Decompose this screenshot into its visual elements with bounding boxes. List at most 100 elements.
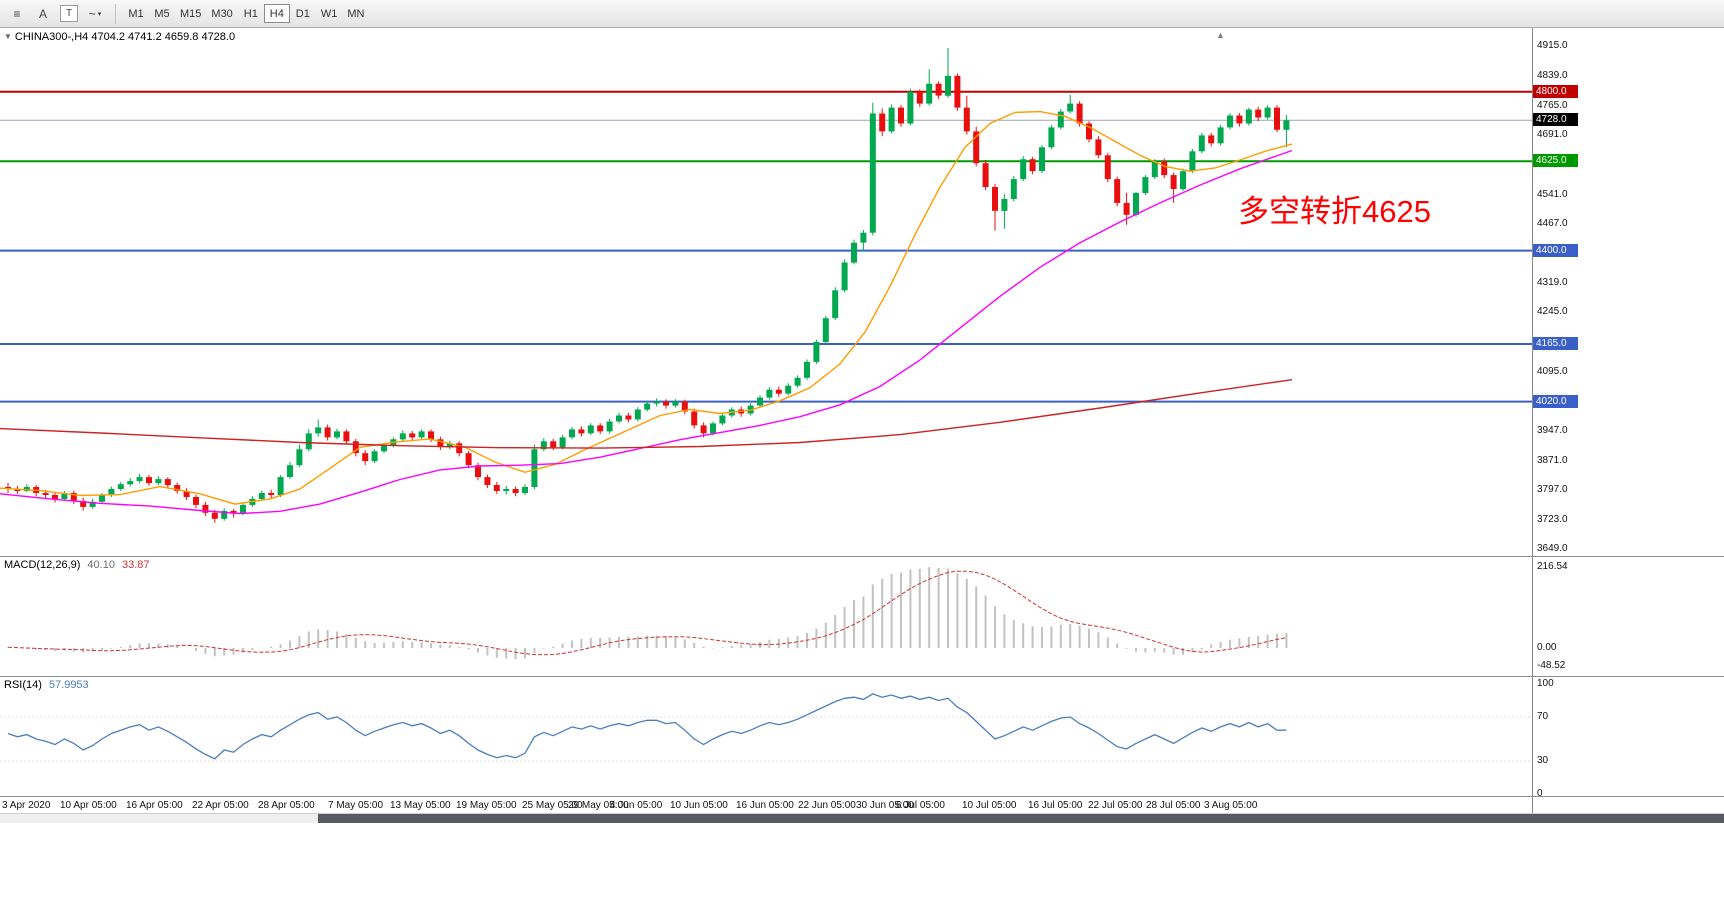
candle [14,489,21,491]
candle [898,107,904,124]
candle [963,107,970,132]
candle [813,342,820,362]
candle [982,163,989,187]
candle [493,485,500,491]
candle [681,401,688,412]
candle [775,389,782,394]
candle [522,487,528,493]
candle [569,429,575,438]
chart-window-icon[interactable]: ≡ [13,6,21,21]
candle [61,493,68,499]
candle [287,465,293,478]
candle [117,484,124,489]
candle [663,401,669,406]
candle [1067,103,1074,112]
time-axis[interactable] [0,797,1532,813]
candle [1245,109,1252,124]
candle [164,479,171,486]
candle [221,510,228,519]
toolbar: ≡ A T ~ ▾ M1 M5 M15 M30 H1 H4 D1 W1 MN [0,0,1724,28]
collapse-icon[interactable]: ▼ [4,32,12,41]
candle [52,495,58,499]
panel-separator-rsi[interactable] [0,676,1724,677]
candle [1095,139,1102,156]
candle [42,493,49,495]
timeframe-M30[interactable]: M30 [211,7,233,20]
candle [183,491,190,497]
timeframe-H4[interactable]: H4 [263,4,290,23]
candle [1161,161,1168,176]
chart-title: ▼ CHINA300-,H4 4704.2 4741.2 4659.8 4728.… [4,31,235,43]
candle [268,493,275,495]
ohlc-values: 4704.2 4741.2 4659.8 4728.0 [91,31,236,43]
candle [1001,199,1008,211]
candle [381,445,387,452]
timeframe-M15[interactable]: M15 [180,7,202,20]
candle [879,113,886,132]
timeframes-group: M1 M5 M15 M30 H1 H4 D1 W1 MN [123,4,369,23]
panel-separator-timeaxis [0,796,1724,797]
macd-label: MACD(12,26,9) 40.10 33.87 [4,559,149,571]
line-studies-button[interactable]: ~ ▾ [88,6,102,21]
candle [211,512,218,519]
candle [1039,147,1045,172]
timeframe-M5[interactable]: M5 [154,7,170,20]
trend-annotation[interactable]: 多空转折4625 [1238,194,1431,229]
candle [277,477,284,495]
candle [399,433,406,440]
candle [710,423,716,434]
ma-mid-line [0,149,1293,515]
candle [1170,175,1177,189]
candle [888,107,895,132]
timeframe-MN[interactable]: MN [347,7,365,20]
candle [324,427,331,438]
candle [954,75,961,108]
candle [352,441,359,454]
timeframe-W1[interactable]: W1 [320,7,338,20]
candle [691,411,698,426]
candle [475,465,481,478]
candle [540,441,547,450]
candle [794,377,801,386]
candle [1104,155,1111,180]
chart-scrollbar[interactable] [0,813,1724,823]
candle [653,401,660,404]
macd-signal-value: 33.87 [121,559,150,571]
candle [446,443,453,448]
candle [672,401,679,406]
timeframe-M1[interactable]: M1 [128,7,144,20]
candle [1076,103,1083,124]
candle [719,415,726,424]
main-chart-canvas[interactable] [0,28,1532,557]
candle [1123,202,1130,215]
candle [992,187,998,211]
candle [428,431,434,440]
candle [559,437,566,448]
candle [296,449,303,466]
candle [531,449,538,487]
candle [362,453,369,462]
macd-panel-canvas[interactable] [0,557,1532,677]
label-tool-button[interactable]: A [38,6,47,21]
candle [1189,151,1196,172]
chart-shift-marker[interactable]: ▲ [1216,30,1225,40]
candle [230,510,237,514]
price-axis[interactable] [1533,28,1593,797]
rsi-panel-canvas[interactable] [0,677,1532,797]
text-tool-button[interactable]: T [60,5,78,22]
candle [484,477,491,485]
candle [418,431,425,438]
tool-icons-group: ≡ A T ~ ▾ [4,3,108,25]
candle [240,504,246,514]
candle [625,415,632,420]
candle [1057,111,1064,128]
panel-separator-macd[interactable] [0,556,1724,557]
scrollbar-thumb[interactable] [318,814,1724,823]
rsi-value: 57.9953 [48,679,89,691]
candle [146,477,152,484]
candle [804,361,810,378]
ma-fast-line [0,110,1293,505]
timeframe-H1[interactable]: H1 [243,7,258,20]
timeframe-D1[interactable]: D1 [295,7,310,20]
candle [766,389,773,398]
